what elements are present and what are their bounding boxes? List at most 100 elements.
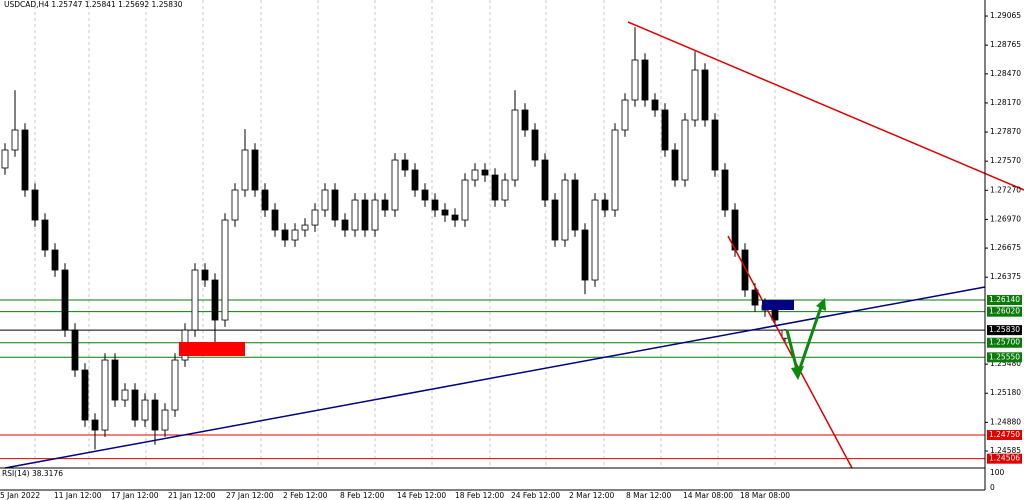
level-label: 1.24506	[989, 454, 1020, 463]
candle-body	[271, 209, 279, 231]
candle-body	[1, 149, 9, 169]
x-tick-label: 17 Jan 12:00	[111, 491, 159, 500]
candle-body	[391, 159, 399, 211]
candle-body	[571, 179, 579, 231]
candle-body	[481, 169, 489, 176]
candle-body	[151, 399, 159, 431]
x-tick-label: 11 Jan 12:00	[54, 491, 102, 500]
rsi-tick-label: 0	[990, 483, 995, 492]
y-tick-label: 1.24585	[990, 446, 1021, 455]
candle-body	[401, 159, 409, 171]
candle-body	[541, 159, 549, 201]
x-tick-label: 27 Jan 12:00	[226, 491, 274, 500]
candle-body	[561, 179, 569, 241]
y-tick-label: 1.26375	[990, 272, 1021, 281]
candle-body	[351, 199, 359, 231]
candle-body	[771, 309, 779, 321]
y-tick-label: 1.26970	[990, 214, 1021, 223]
levels	[0, 299, 985, 460]
x-tick-label: 18 Mar 08:00	[740, 491, 790, 500]
grid	[34, 0, 776, 468]
candles	[1, 27, 789, 450]
candle-body	[621, 99, 629, 131]
trend-line	[727, 235, 853, 469]
x-tick-label: 21 Jan 12:00	[168, 491, 216, 500]
x-tick-label: 5 Jan 2022	[0, 491, 40, 500]
candle-body	[251, 149, 259, 191]
y-tick-label: 1.28170	[990, 98, 1021, 107]
level-label: 1.25550	[989, 352, 1020, 361]
candle-body	[491, 174, 499, 201]
chart-title: USDCAD,H4 1.25747 1.25841 1.25692 1.2583…	[4, 0, 183, 9]
y-tick-label: 1.28470	[990, 69, 1021, 78]
candle-body	[201, 269, 209, 281]
y-tick-label: 1.25180	[990, 388, 1021, 397]
candle-body	[661, 109, 669, 151]
x-tick-label: 8 Mar 12:00	[626, 491, 672, 500]
candle-body	[131, 389, 139, 421]
candle-body	[341, 219, 349, 231]
candle-body	[671, 149, 679, 181]
level-label: 1.26020	[989, 307, 1020, 316]
y-tick-label: 1.28765	[990, 40, 1021, 49]
candle-body	[511, 109, 519, 181]
y-tick-label: 1.25480	[990, 359, 1021, 368]
y-tick-label: 1.27870	[990, 127, 1021, 136]
y-tick-label: 1.29065	[990, 11, 1021, 20]
candle-body	[431, 199, 439, 211]
y-tick-label: 1.27270	[990, 185, 1021, 194]
candle-body	[361, 199, 369, 231]
candle-body	[501, 179, 509, 201]
arrow-head	[816, 298, 826, 311]
y-tick-label: 1.24880	[990, 417, 1021, 426]
zone	[179, 342, 245, 356]
candle-body	[101, 359, 109, 431]
zone	[762, 300, 794, 310]
level-label: 1.25830	[989, 325, 1020, 334]
candle-body	[311, 209, 319, 226]
arrow-head	[791, 366, 804, 380]
candle-body	[631, 59, 639, 101]
candle-body	[751, 289, 759, 306]
candle-body	[11, 129, 19, 151]
level-label: 1.25700	[989, 338, 1020, 347]
candle-body	[321, 189, 329, 211]
candle-body	[421, 189, 429, 201]
candle-body	[81, 369, 89, 421]
candle-body	[221, 219, 229, 321]
level-tag	[987, 429, 1022, 440]
candle-body	[711, 119, 719, 171]
candle-body	[641, 59, 649, 101]
level-tag	[987, 325, 1022, 336]
y-tick-label: 1.27570	[990, 156, 1021, 165]
x-tick-label: 14 Feb 12:00	[397, 491, 446, 500]
candle-body	[141, 399, 149, 421]
candle-body	[171, 359, 179, 411]
candle-body	[581, 229, 589, 281]
candle-body	[121, 389, 129, 401]
candle-body	[31, 189, 39, 221]
candle-body	[461, 179, 469, 221]
candle-body	[741, 249, 749, 291]
candle-body	[281, 229, 289, 241]
candle-body	[411, 169, 419, 191]
candle-body	[211, 279, 219, 321]
candle-body	[601, 199, 609, 211]
candle-body	[721, 169, 729, 211]
candle-body	[231, 189, 239, 221]
candle-body	[301, 224, 309, 231]
level-tag	[987, 306, 1022, 317]
candle-body	[701, 69, 709, 121]
candle-body	[191, 269, 199, 331]
candle-body	[611, 129, 619, 211]
level-tag	[987, 337, 1022, 348]
candle-body	[161, 409, 169, 431]
level-tag	[987, 453, 1022, 464]
x-tick-label: 8 Feb 12:00	[340, 491, 385, 500]
trend-line	[4, 286, 986, 469]
candle-body	[381, 199, 389, 211]
x-tick-label: 24 Feb 12:00	[511, 491, 560, 500]
candle-body	[91, 419, 99, 431]
candle-body	[51, 249, 59, 271]
